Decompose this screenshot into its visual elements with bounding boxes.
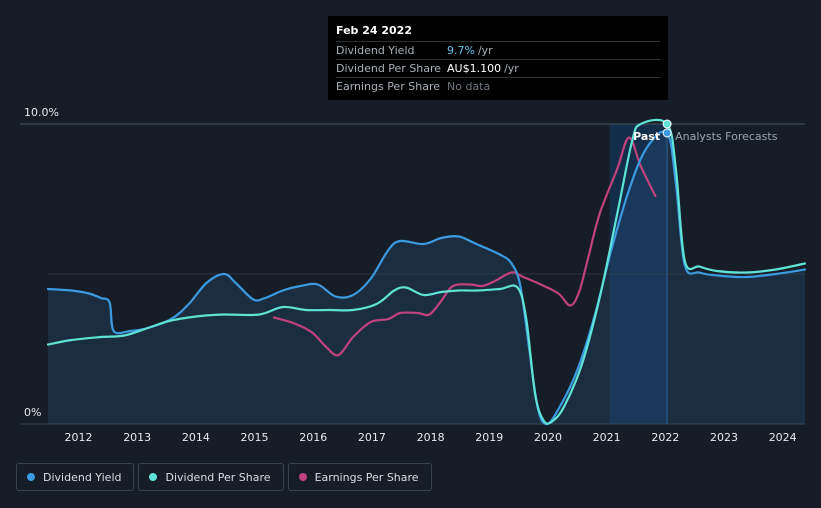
x-tick-label: 2024 (769, 431, 797, 444)
x-tick-label: 2022 (651, 431, 679, 444)
x-tick-label: 2015 (241, 431, 269, 444)
x-tick-label: 2021 (593, 431, 621, 444)
dividend-yield-area (48, 131, 805, 424)
earnings-per-share-line[interactable] (272, 136, 657, 357)
x-tick-label: 2013 (123, 431, 151, 444)
dividend-per-share-marker (662, 119, 672, 129)
legend-label: Dividend Yield (43, 470, 122, 484)
tooltip-unit: /yr (504, 62, 519, 75)
x-axis-ticks: 2012 2013 2014 2015 2016 2017 2018 2019 2020 2021… (65, 431, 797, 444)
chart-legend: Dividend Yield Dividend Per Share Earnin… (16, 463, 432, 491)
tooltip-row-earnings-per-share: Earnings Per Share No data (336, 77, 660, 95)
tooltip-value: 9.7% (447, 44, 475, 57)
tooltip-label: Dividend Yield (336, 44, 415, 57)
y-tick-label-top: 10.0% (24, 106, 59, 119)
dot-icon (27, 473, 35, 481)
y-tick-label-bottom: 0% (24, 406, 41, 419)
tooltip-label: Earnings Per Share (336, 80, 441, 93)
dividend-yield-marker (662, 128, 672, 138)
hover-tooltip: Feb 24 2022 Dividend Yield 9.7% /yr Divi… (328, 16, 668, 100)
past-label: Past (633, 130, 660, 143)
tooltip-label: Dividend Per Share (336, 62, 442, 75)
x-tick-label: 2023 (710, 431, 738, 444)
legend-item-earnings-per-share[interactable]: Earnings Per Share (287, 463, 432, 491)
legend-item-dividend-per-share[interactable]: Dividend Per Share (138, 463, 284, 491)
legend-label: Earnings Per Share (314, 470, 419, 484)
dot-icon (149, 473, 158, 481)
legend-item-dividend-yield[interactable]: Dividend Yield (16, 463, 135, 491)
tooltip-unit: /yr (477, 44, 493, 57)
tooltip-row-dividend-yield: Dividend Yield 9.7% /yr (336, 41, 660, 59)
dot-icon (298, 473, 307, 481)
tooltip-value: AU$1.100 (447, 62, 502, 75)
x-tick-label: 2019 (475, 431, 503, 444)
x-tick-label: 2018 (417, 431, 445, 444)
x-tick-label: 2017 (358, 431, 386, 444)
dividend-per-share-line[interactable] (46, 118, 807, 425)
x-tick-label: 2016 (299, 431, 327, 444)
x-tick-label: 2012 (65, 431, 93, 444)
x-tick-label: 2020 (534, 431, 562, 444)
x-tick-label: 2014 (182, 431, 210, 444)
tooltip-row-dividend-per-share: Dividend Per Share AU$1.100 /yr (336, 59, 660, 77)
legend-label: Dividend Per Share (165, 470, 271, 484)
tooltip-date: Feb 24 2022 (336, 24, 412, 37)
analysts-forecasts-label: Analysts Forecasts (675, 130, 778, 143)
tooltip-value: No data (447, 80, 491, 93)
